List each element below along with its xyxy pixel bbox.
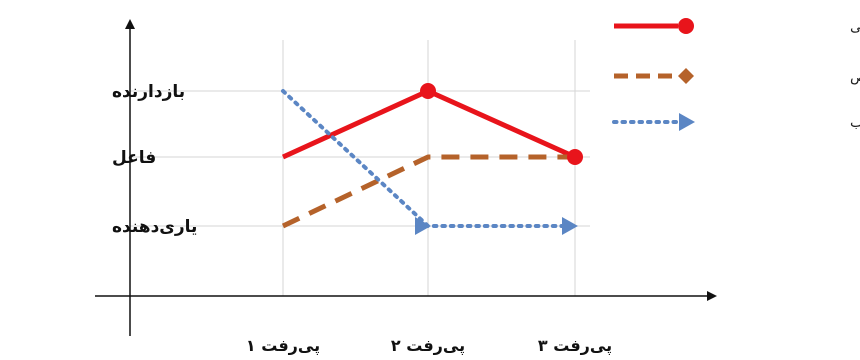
legend-item: رزمندگان فرصت‌طلب xyxy=(612,113,860,131)
series-markers xyxy=(415,83,583,235)
data-point xyxy=(562,217,578,235)
series-lines xyxy=(281,88,577,229)
data-point xyxy=(420,83,436,99)
series-line-2 xyxy=(281,154,575,229)
x-tick-labels: پی‌رفت ۱ پی‌رفت ۲ پی‌رفت ۳ xyxy=(246,336,612,356)
x-tick-label: پی‌رفت ۲ xyxy=(391,336,465,356)
legend-swatch-marker xyxy=(678,68,694,84)
data-point xyxy=(567,149,583,165)
legend-label: رزمندگان مخلص xyxy=(850,68,860,85)
legend-swatch-marker xyxy=(678,18,694,34)
y-tick-label: فاعل xyxy=(112,148,156,168)
gridlines xyxy=(130,40,590,296)
x-tick-label: پی‌رفت ۳ xyxy=(538,336,612,356)
y-tick-label: بازدارنده xyxy=(112,82,185,102)
legend-item: رزمندگان مخلص xyxy=(614,68,860,85)
legend-swatch-marker xyxy=(679,113,695,131)
legend-item: رزمندگان اخراجی xyxy=(614,18,860,35)
data-point xyxy=(415,217,431,235)
legend: رزمندگان اخراجی رزمندگان مخلص رزمندگان فرص… xyxy=(612,18,860,131)
x-tick-label: پی‌رفت ۱ xyxy=(246,336,320,356)
y-tick-labels: یاری‌دهنده فاعل بازدارنده xyxy=(112,82,197,237)
y-tick-label: یاری‌دهنده xyxy=(112,217,197,237)
legend-label: رزمندگان فرصت‌طلب xyxy=(850,114,860,131)
legend-label: رزمندگان اخراجی xyxy=(850,18,860,35)
series-line-1 xyxy=(281,88,577,160)
axes xyxy=(95,19,717,336)
